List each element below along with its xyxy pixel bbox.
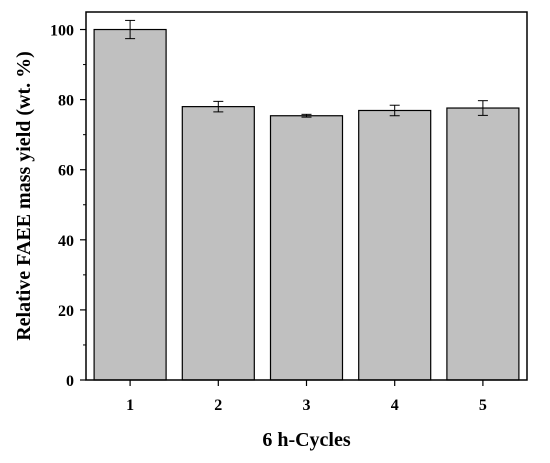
bar-3: [269, 115, 344, 381]
bar-5: [446, 107, 520, 381]
bars-layer: [93, 28, 520, 381]
y-tick-label-0: 0: [66, 373, 74, 390]
x-tick-label-4: 4: [391, 397, 399, 414]
bar-2: [181, 106, 255, 381]
error-bar-3: [301, 113, 312, 118]
y-axis-ticks: 0 20 40 60 80 100: [50, 23, 86, 390]
y-tick-label-100: 100: [50, 23, 74, 40]
y-tick-label-60: 60: [58, 163, 74, 180]
x-tick-label-1: 1: [126, 397, 134, 414]
y-tick-label-40: 40: [58, 233, 74, 250]
x-tick-label-5: 5: [479, 397, 487, 414]
x-axis-title: 6 h-Cycles: [262, 429, 351, 451]
error-bar-5: [477, 100, 488, 116]
bar-1: [93, 28, 167, 381]
error-bar-2: [213, 100, 224, 113]
y-tick-label-20: 20: [58, 303, 74, 320]
error-bars-layer: [125, 19, 488, 118]
y-axis-title: Relative FAEE mass yield (wt. %): [13, 51, 35, 341]
error-bar-1: [125, 19, 136, 40]
error-bar-4: [389, 104, 400, 117]
x-axis-ticks: 1 2 3 4 5: [126, 380, 487, 414]
y-tick-label-80: 80: [58, 93, 74, 110]
x-tick-label-2: 2: [214, 397, 222, 414]
x-tick-label-3: 3: [303, 397, 311, 414]
bar-4: [358, 109, 432, 381]
